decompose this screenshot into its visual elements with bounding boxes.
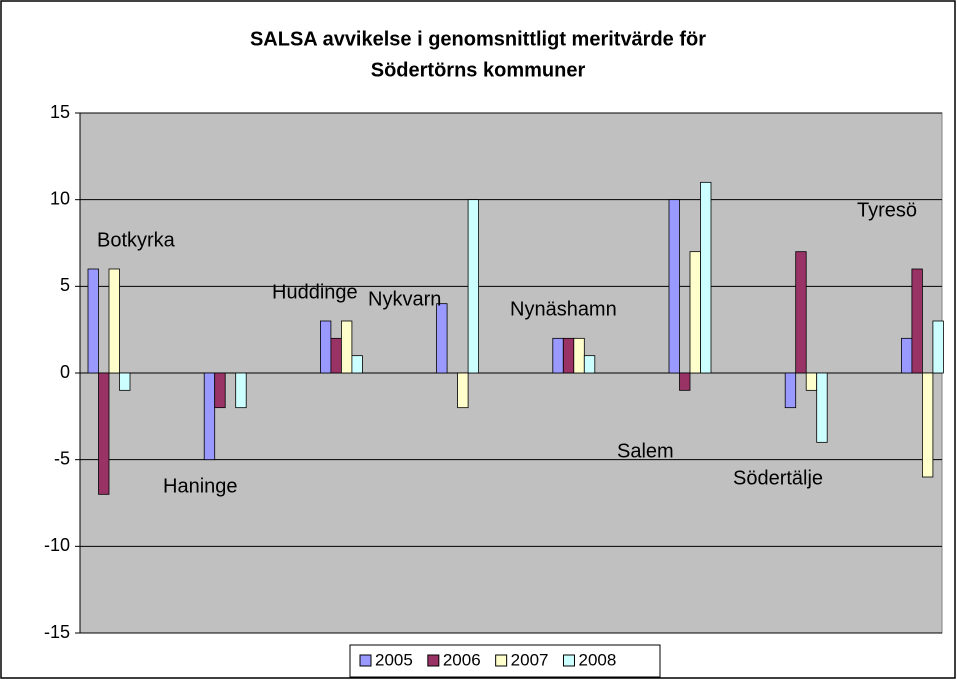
bar (552, 337, 564, 374)
bar (795, 251, 807, 374)
category-label: Tyresö (857, 199, 917, 221)
bar (436, 303, 448, 374)
legend-label: 2005 (375, 650, 413, 669)
y-tick-label: 0 (60, 362, 70, 382)
y-tick-label: -5 (54, 448, 70, 468)
bar (98, 372, 110, 495)
category-label: Nykvarn (368, 288, 441, 310)
bar (583, 355, 596, 374)
legend-label: 2007 (511, 650, 549, 669)
bar (330, 337, 342, 374)
chart-title: SALSA avvikelse i genomsnittligt meritvä… (250, 28, 706, 50)
bar (932, 320, 944, 374)
legend-swatch (359, 654, 372, 667)
y-tick-label: 5 (60, 275, 70, 295)
bar (679, 372, 691, 391)
legend-label: 2006 (443, 650, 481, 669)
legend-swatch (562, 654, 575, 667)
legend-swatch (495, 654, 508, 667)
bar (901, 337, 913, 374)
bar (922, 372, 934, 478)
bar (911, 268, 923, 374)
bar (457, 372, 469, 409)
bar (87, 268, 99, 374)
bar (319, 320, 332, 374)
bar (340, 320, 353, 374)
category-label: Huddinge (272, 281, 358, 303)
legend-label: 2008 (578, 650, 616, 669)
category-label: Södertälje (733, 467, 823, 489)
bar (351, 355, 363, 374)
category-label: Salem (617, 440, 674, 462)
bar (235, 372, 247, 409)
category-label: Botkyrka (97, 229, 176, 251)
bar (203, 372, 216, 461)
bar (689, 251, 701, 374)
y-tick-label: -15 (44, 622, 70, 642)
y-tick-label: 10 (50, 188, 70, 208)
bar (668, 199, 680, 374)
chart-title: Södertörns kommuner (371, 59, 586, 81)
category-label: Nynäshamn (510, 298, 617, 320)
bar (700, 181, 712, 374)
bar (108, 268, 120, 374)
bar (573, 337, 585, 374)
bar (119, 372, 131, 391)
y-tick-label: 15 (50, 102, 70, 122)
bar (805, 372, 818, 391)
category-label: Haninge (163, 475, 238, 497)
bar (562, 337, 575, 374)
legend-swatch (427, 654, 440, 667)
bar (784, 372, 797, 409)
bar (214, 372, 226, 409)
y-tick-label: -10 (44, 535, 70, 555)
bar (467, 199, 480, 374)
bar (816, 372, 828, 443)
